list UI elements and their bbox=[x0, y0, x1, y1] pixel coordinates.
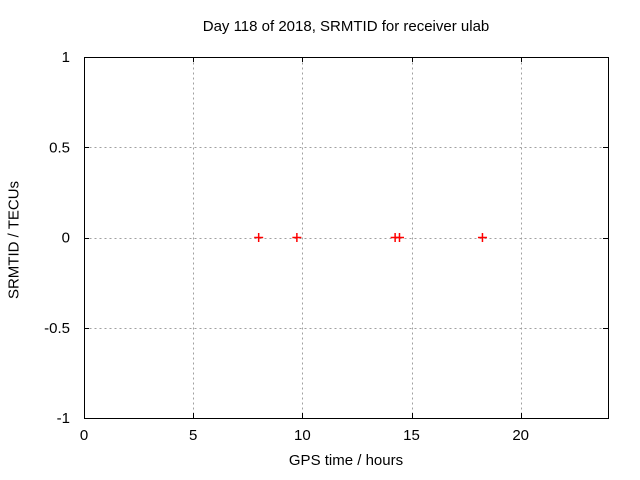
data-point-marker bbox=[254, 233, 264, 242]
y-tick-label: 0 bbox=[62, 230, 70, 247]
y-tick-label: -1 bbox=[57, 410, 70, 427]
x-tick-label: 0 bbox=[80, 427, 88, 444]
x-axis-label: GPS time / hours bbox=[288, 452, 404, 469]
x-tick-label: 20 bbox=[512, 427, 529, 444]
y-tick-label: 1 bbox=[62, 49, 70, 66]
y-tick-label: 0.5 bbox=[49, 139, 70, 156]
data-point-marker bbox=[394, 233, 404, 242]
x-tick-label: 15 bbox=[403, 427, 420, 444]
axis-frame bbox=[84, 57, 609, 419]
data-point-marker bbox=[477, 233, 487, 242]
x-tick-label: 10 bbox=[294, 427, 311, 444]
data-points bbox=[254, 233, 487, 242]
chart-title: Day 118 of 2018, SRMTID for receiver ula… bbox=[202, 18, 490, 35]
y-tick-label: -0.5 bbox=[44, 320, 70, 337]
data-point-marker bbox=[292, 233, 302, 242]
x-tick-label: 5 bbox=[189, 427, 197, 444]
tick-labels: 0 5 10 15 20 -1 -0.5 0 0.5 1 bbox=[44, 49, 529, 444]
gridlines bbox=[84, 57, 609, 419]
